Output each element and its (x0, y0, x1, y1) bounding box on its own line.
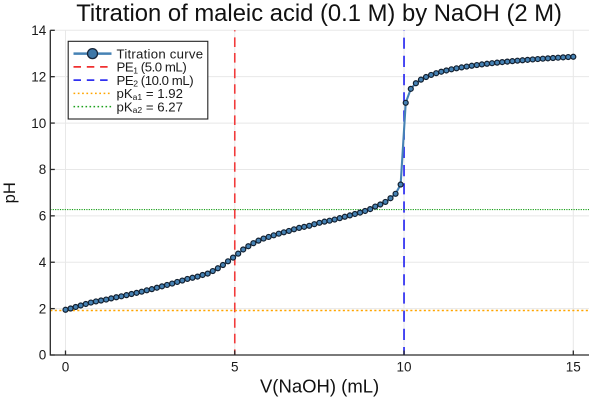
svg-text:0: 0 (39, 348, 47, 363)
svg-text:6: 6 (39, 209, 47, 224)
svg-text:10: 10 (31, 116, 46, 131)
svg-text:14: 14 (31, 23, 47, 38)
svg-text:12: 12 (31, 69, 46, 84)
svg-text:Titration of maleic acid (0.1: Titration of maleic acid (0.1 M) by NaOH… (76, 0, 562, 27)
svg-text:5: 5 (231, 360, 239, 375)
svg-text:10: 10 (397, 360, 412, 375)
svg-text:4: 4 (39, 255, 47, 270)
svg-text:2: 2 (39, 301, 47, 316)
svg-text:0: 0 (62, 360, 70, 375)
svg-text:8: 8 (39, 162, 47, 177)
svg-text:15: 15 (566, 360, 581, 375)
svg-text:V(NaOH) (mL): V(NaOH) (mL) (260, 376, 379, 397)
svg-text:pH: pH (1, 182, 19, 203)
svg-text:pKa2 = 6.27: pKa2 = 6.27 (117, 99, 183, 115)
svg-text:Titration curve: Titration curve (117, 46, 204, 61)
